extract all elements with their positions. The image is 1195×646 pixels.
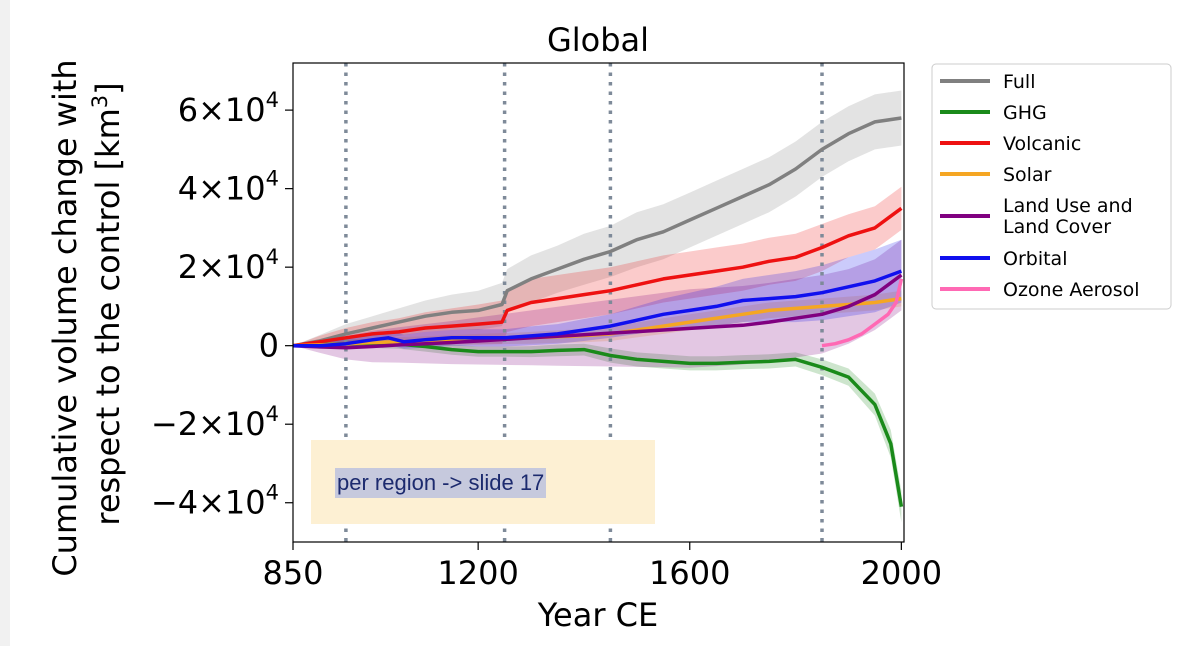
chart: 850 1200 1600 2000 6×104 4×104 2×104 0 −2×104 −4×… [46, 21, 1172, 634]
chart-title: Global [547, 21, 649, 59]
x-tick-label-2000: 2000 [861, 554, 942, 592]
series-lines [292, 116, 904, 507]
y-tick-label-1: 4×104 [178, 167, 279, 208]
x-tick-label-1200: 1200 [437, 554, 518, 592]
legend-label-solar: Solar [1003, 164, 1052, 186]
plot-frame [292, 62, 905, 543]
band-full [293, 90, 902, 347]
legend: Full GHG Volcanic Solar Land Use and Land Cov… [931, 63, 1172, 310]
legend-label-full: Full [1003, 71, 1036, 93]
legend-label-ghg: GHG [1003, 102, 1047, 124]
note-text: per region -> slide 17 [335, 468, 547, 498]
series-line-ozone-aerosol [821, 278, 904, 348]
slide-background: 850 1200 1600 2000 6×104 4×104 2×104 0 −2×104 −4×… [10, 0, 1195, 646]
note-box: per region -> slide 17 [311, 440, 655, 524]
band-orbital [293, 239, 902, 349]
legend-label-land-use-and-land-cover: Land Use and Land Cover [1003, 195, 1133, 238]
series-line-orbital [293, 269, 903, 348]
y-tick-label-3: 0 [259, 327, 279, 365]
y-tick-label-5: −4×104 [151, 481, 279, 522]
x-tick-label-1600: 1600 [649, 554, 730, 592]
y-axis-label-line1: Cumulative volume change with [46, 59, 84, 576]
x-tick-label-850: 850 [262, 554, 323, 592]
axis-ticks: 850 1200 1600 2000 6×104 4×104 2×104 0 −2×104 −4×… [151, 88, 942, 592]
y-tick-label-2: 2×104 [178, 245, 279, 286]
legend-frame [931, 63, 1172, 310]
legend-label-orbital: Orbital [1003, 248, 1067, 270]
series-line-land-use-and-land-cover [292, 273, 903, 350]
series-line-full [292, 116, 902, 348]
legend-label-ozone-aerosol: Ozone Aerosol [1003, 279, 1140, 301]
y-tick-label-0: 6×104 [178, 88, 279, 129]
x-axis-label: Year CE [537, 596, 658, 634]
series-line-volcanic [292, 206, 903, 348]
band-land-use-and-land-cover [293, 239, 902, 368]
y-axis-label-line2: respect to the control [km3] [88, 82, 127, 525]
y-tick-label-4: −2×104 [151, 402, 279, 443]
legend-label-volcanic: Volcanic [1003, 133, 1081, 155]
